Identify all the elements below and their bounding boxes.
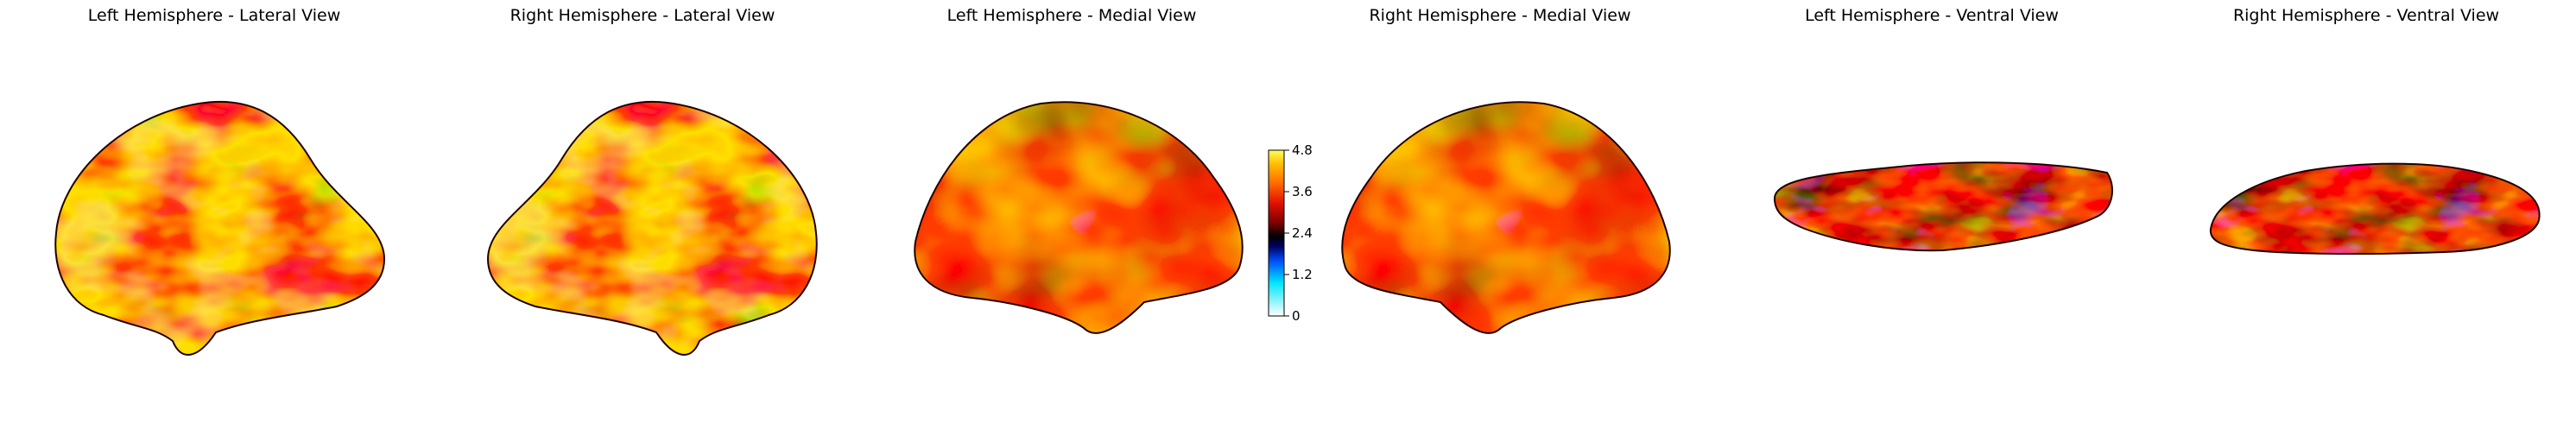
panel-left-lateral: Left Hemisphere - Lateral View — [54, 6, 386, 356]
panel-left-ventral: Left Hemisphere - Ventral View — [1773, 6, 2113, 252]
colorbar-tick-label: 4.8 — [1292, 142, 1313, 158]
panel-right-ventral: Right Hemisphere - Ventral View — [2209, 6, 2541, 256]
panel-right-medial: Right Hemisphere - Medial View — [1341, 6, 1671, 334]
right-ventral-brain-surface — [2209, 162, 2541, 256]
colorbar: 4.8 3.6 2.4 1.2 0 — [1268, 142, 1313, 324]
panel-title: Right Hemisphere - Ventral View — [2233, 6, 2499, 25]
panel-title: Right Hemisphere - Lateral View — [510, 6, 775, 25]
panel-right-lateral: Right Hemisphere - Lateral View — [486, 6, 818, 356]
left-medial-brain-surface — [914, 101, 1244, 334]
left-lateral-brain-surface — [54, 100, 386, 356]
left-ventral-brain-surface — [1773, 161, 2113, 252]
colorbar-tick-label: 0 — [1292, 308, 1301, 324]
panel-title: Right Hemisphere - Medial View — [1369, 6, 1630, 25]
colorbar-ticks: 4.8 3.6 2.4 1.2 0 — [1284, 142, 1313, 324]
colorbar-tick-label: 1.2 — [1292, 267, 1313, 282]
panel-title: Left Hemisphere - Medial View — [947, 6, 1197, 25]
right-medial-brain-surface — [1341, 101, 1671, 334]
colorbar-gradient — [1268, 149, 1285, 317]
panel-title: Left Hemisphere - Ventral View — [1805, 6, 2059, 25]
panel-title: Left Hemisphere - Lateral View — [88, 6, 341, 25]
colorbar-tick-label: 3.6 — [1292, 184, 1313, 199]
right-lateral-brain-surface — [486, 100, 818, 356]
colorbar-tick-label: 2.4 — [1292, 225, 1313, 241]
panel-left-medial: Left Hemisphere - Medial View — [914, 6, 1244, 334]
